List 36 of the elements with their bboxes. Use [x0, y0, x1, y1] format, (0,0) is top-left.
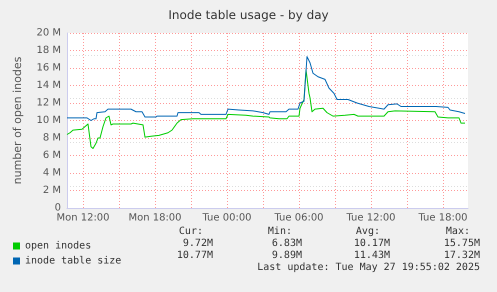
y-tick-label: 10 M — [36, 115, 61, 126]
y-tick-label: 4 M — [42, 168, 61, 178]
text: Avg: — [356, 226, 380, 237]
text: 11.43M — [354, 250, 390, 261]
text: 17.32M — [444, 250, 480, 261]
chart-title: Inode table usage - by day — [168, 8, 329, 22]
y-tick-label: 12 M — [36, 98, 61, 108]
line-series — [66, 69, 466, 149]
y-tick-label: 0 — [54, 202, 61, 214]
line-series — [66, 56, 466, 121]
legend-label: open inodes — [25, 240, 92, 252]
y-tick-label: 2 M — [42, 185, 61, 196]
text: 6.83M — [272, 238, 302, 249]
x-tick-label: Tue 06:00 — [273, 212, 324, 224]
y-tick-label: 20 M — [36, 28, 61, 38]
text: 10.17M — [354, 238, 390, 249]
x-tick-label: Tue 00:00 — [201, 212, 252, 224]
y-axis-title: number of open inodes — [11, 56, 24, 184]
y-tick-label: 6 M — [42, 150, 61, 161]
text: 15.75M — [444, 238, 480, 249]
text: Last update: Tue May 27 19:55:02 2025 — [257, 262, 480, 273]
text: 9.72M — [182, 238, 213, 249]
x-tick-label: Mon 12:00 — [56, 212, 110, 224]
y-tick-label: 16 M — [36, 62, 61, 74]
x-tick-label: Tue 12:00 — [345, 212, 396, 224]
y-tick-label: 8 M — [42, 132, 61, 144]
text: 9.89M — [272, 250, 302, 261]
legend-label: inode table size — [25, 256, 122, 266]
x-tick-label: Tue 18:00 — [417, 212, 468, 224]
y-tick-label: 14 M — [36, 80, 61, 91]
x-tick-label: Mon 18:00 — [128, 212, 182, 224]
text: Max: — [446, 226, 470, 237]
text: Min: — [268, 226, 292, 237]
text: Cur: — [178, 226, 203, 237]
y-tick-label: 18 M — [36, 45, 61, 56]
text: 10.77M — [176, 250, 213, 261]
